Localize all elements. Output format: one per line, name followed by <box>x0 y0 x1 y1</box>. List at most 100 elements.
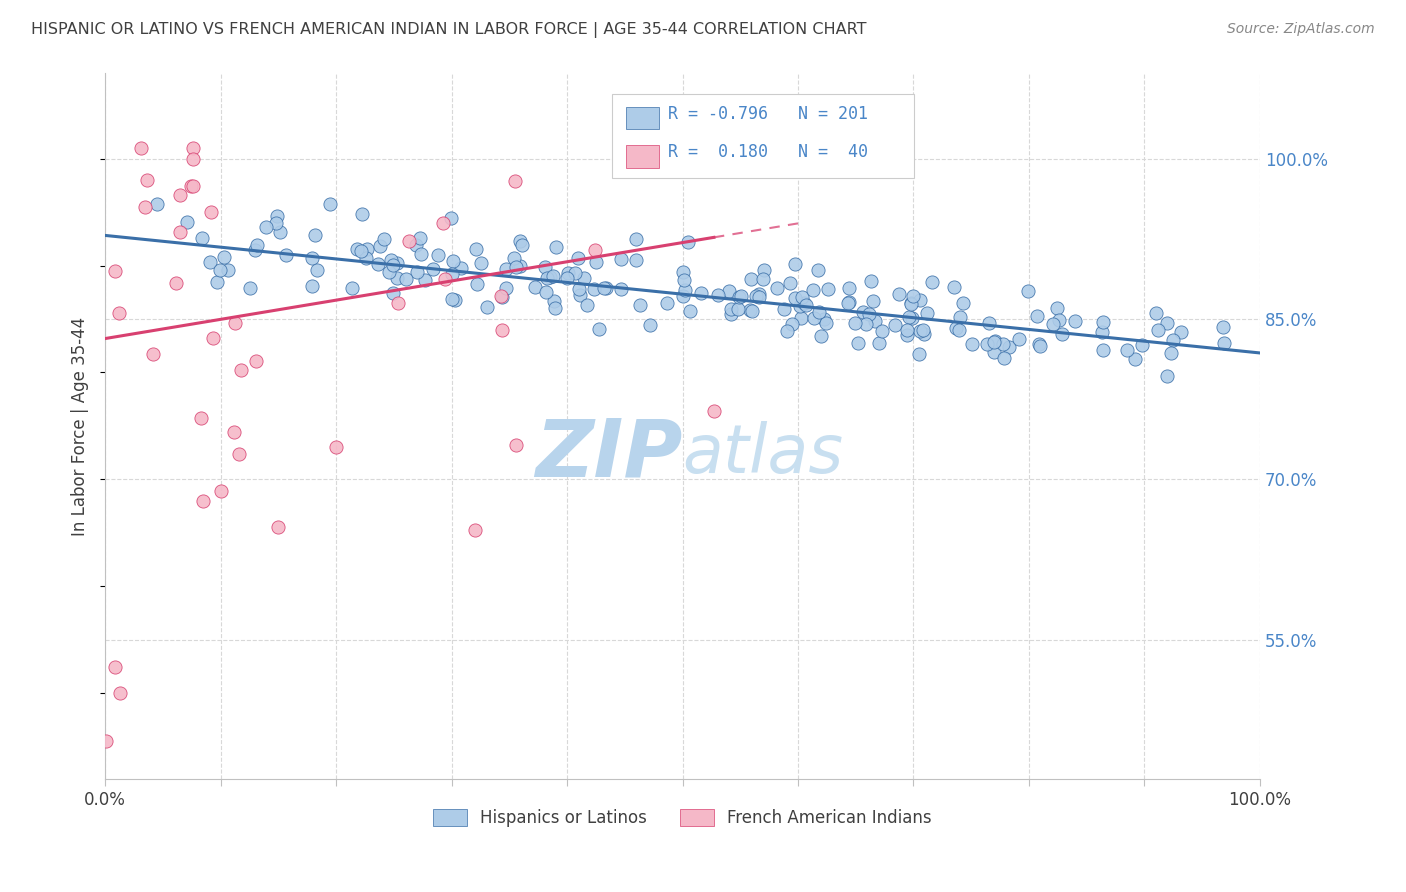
Point <box>748 286 770 301</box>
Point <box>432 216 454 230</box>
Point <box>538 270 561 285</box>
Point <box>190 411 212 425</box>
Point <box>104 264 127 278</box>
Point <box>489 289 512 303</box>
Point <box>690 285 713 300</box>
Point <box>585 254 607 268</box>
Point <box>915 306 938 320</box>
Point <box>1170 325 1192 339</box>
Point <box>181 178 204 193</box>
Point <box>807 304 830 318</box>
Point <box>193 494 215 508</box>
Point <box>464 523 486 537</box>
Point <box>1050 327 1073 342</box>
Point <box>465 277 488 292</box>
Point <box>748 290 770 304</box>
Point <box>477 300 499 314</box>
Point <box>860 274 883 288</box>
Point <box>165 276 187 290</box>
Point <box>789 299 811 313</box>
Point <box>655 296 678 310</box>
Point <box>413 273 436 287</box>
Point <box>533 260 555 274</box>
Point <box>470 256 492 270</box>
Point <box>340 281 363 295</box>
Point <box>912 323 935 337</box>
Point <box>198 255 221 269</box>
Point <box>1091 343 1114 357</box>
Point <box>846 336 869 351</box>
Point <box>544 240 567 254</box>
Text: atlas: atlas <box>682 421 844 487</box>
Point <box>803 311 825 326</box>
Point <box>817 282 839 296</box>
Point <box>254 220 277 235</box>
Point <box>852 305 875 319</box>
Text: R = -0.796   N = 201: R = -0.796 N = 201 <box>668 105 868 123</box>
Point <box>897 310 920 324</box>
Point <box>901 289 924 303</box>
Point <box>740 272 762 286</box>
Point <box>945 321 967 335</box>
Point <box>367 257 389 271</box>
Point <box>576 298 599 312</box>
Point <box>896 323 918 337</box>
Point <box>264 216 287 230</box>
Point <box>790 310 813 325</box>
Point <box>200 204 222 219</box>
Point <box>910 324 932 338</box>
Point <box>794 298 817 312</box>
Point <box>1212 336 1234 351</box>
Text: ZIP: ZIP <box>536 415 682 493</box>
Point <box>844 316 866 330</box>
Point <box>1029 339 1052 353</box>
Point <box>912 327 935 342</box>
Point <box>765 281 787 295</box>
Point <box>858 307 880 321</box>
Point <box>638 318 661 333</box>
Point <box>544 301 567 315</box>
Point <box>900 297 922 311</box>
Point <box>676 235 699 249</box>
Point <box>1017 284 1039 298</box>
Point <box>868 335 890 350</box>
Point <box>370 239 392 253</box>
Point <box>993 351 1015 365</box>
Point <box>896 327 918 342</box>
Point <box>534 285 557 299</box>
Point <box>557 266 579 280</box>
Point <box>568 283 591 297</box>
Point <box>385 256 408 270</box>
Point <box>998 340 1021 354</box>
Point <box>224 316 246 330</box>
Point <box>783 257 806 271</box>
Point <box>624 253 647 268</box>
Point <box>505 260 527 275</box>
Point <box>720 307 742 321</box>
Point <box>976 337 998 351</box>
Point <box>610 252 633 267</box>
Point <box>730 289 752 303</box>
Point <box>495 262 517 277</box>
Point <box>727 301 749 316</box>
Point <box>855 317 877 331</box>
Point <box>129 141 152 155</box>
Point <box>208 263 231 277</box>
Point <box>450 260 472 275</box>
Point <box>491 289 513 303</box>
Point <box>863 314 886 328</box>
Point <box>728 289 751 303</box>
Point <box>373 232 395 246</box>
Point <box>790 290 813 304</box>
Point <box>780 318 803 332</box>
Point <box>246 238 269 252</box>
Point <box>135 173 157 187</box>
Point <box>595 280 617 294</box>
Point <box>350 207 373 221</box>
Point <box>793 295 815 310</box>
Point <box>301 278 323 293</box>
Point <box>146 196 169 211</box>
Point <box>377 265 399 279</box>
Point <box>1092 315 1115 329</box>
Point <box>810 329 832 343</box>
